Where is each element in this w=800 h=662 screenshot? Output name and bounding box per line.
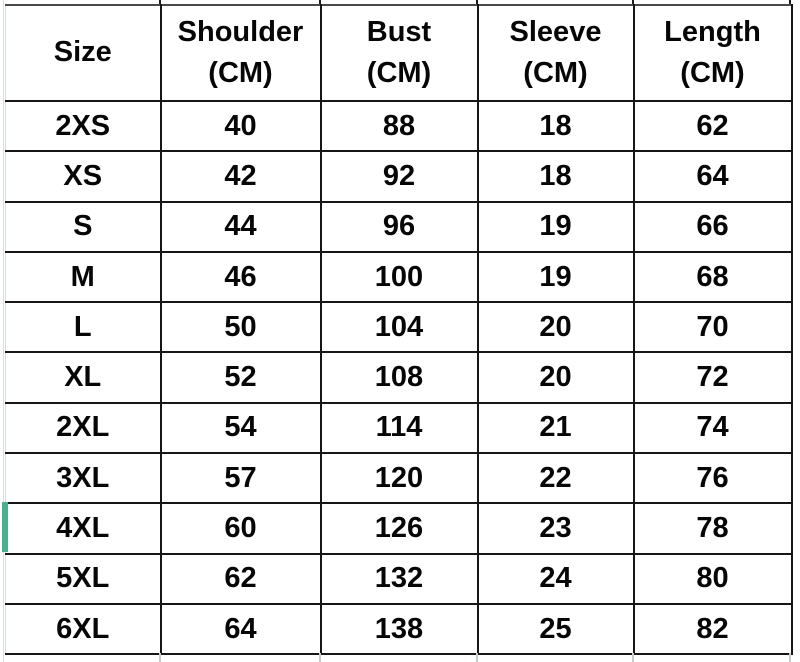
value-cell: 66: [632, 200, 793, 253]
value-cell: 120: [319, 452, 479, 505]
value-cell: 57: [159, 452, 322, 505]
sheet-left-gridline: [3, 0, 4, 662]
gridline-stub: [476, 653, 478, 662]
gridline-stub: [319, 653, 321, 662]
column-header-sleeve: Sleeve (CM): [476, 4, 635, 102]
value-cell: 108: [319, 351, 479, 404]
value-cell: 50: [159, 301, 322, 354]
value-cell: 62: [159, 552, 322, 605]
value-cell: 74: [632, 401, 793, 455]
table-row-xl: XL 52 108 20 72: [5, 351, 793, 404]
value-cell: 126: [319, 502, 479, 555]
value-cell: 64: [159, 602, 322, 656]
selection-highlight: [2, 502, 8, 552]
table-row-2xl: 2XL 54 114 21 74: [5, 401, 793, 455]
value-cell: 132: [319, 552, 479, 605]
gridline-stub: [632, 653, 634, 662]
table-row-6xl: 6XL 64 138 25 82: [5, 602, 793, 656]
value-cell: 70: [632, 301, 793, 354]
size-cell: XS: [5, 150, 162, 203]
gridline-stub: [319, 0, 321, 4]
table-row-m: M 46 100 19 68: [5, 250, 793, 304]
value-cell: 22: [476, 452, 635, 505]
size-cell: L: [5, 301, 162, 354]
value-cell: 44: [159, 200, 322, 253]
table-row-4xl: 4XL 60 126 23 78: [5, 502, 793, 555]
size-chart-table: Size Shoulder (CM) Bust (CM) Sleeve (CM) Length…: [5, 4, 793, 656]
size-cell: M: [5, 250, 162, 304]
value-cell: 20: [476, 301, 635, 354]
value-cell: 104: [319, 301, 479, 354]
gridline-stub: [159, 653, 161, 662]
value-cell: 82: [632, 602, 793, 656]
value-cell: 46: [159, 250, 322, 304]
value-cell: 92: [319, 150, 479, 203]
table-body: 2XS 40 88 18 62 XS 42 92 18 64 S 44 96 19 66 M 46 100 19 68…: [5, 99, 793, 656]
value-cell: 64: [632, 150, 793, 203]
value-cell: 62: [632, 99, 793, 153]
table-row-3xl: 3XL 57 120 22 76: [5, 452, 793, 505]
value-cell: 25: [476, 602, 635, 656]
gridline-stub: [632, 0, 634, 4]
size-cell: 4XL: [5, 502, 162, 555]
value-cell: 72: [632, 351, 793, 404]
value-cell: 96: [319, 200, 479, 253]
table-row-2xs: 2XS 40 88 18 62: [5, 99, 793, 153]
value-cell: 19: [476, 200, 635, 253]
value-cell: 19: [476, 250, 635, 304]
size-cell: 2XL: [5, 401, 162, 455]
size-cell: 3XL: [5, 452, 162, 505]
value-cell: 21: [476, 401, 635, 455]
value-cell: 23: [476, 502, 635, 555]
table-row-xs: XS 42 92 18 64: [5, 150, 793, 203]
gridline-stub: [789, 653, 791, 662]
header-row: Size Shoulder (CM) Bust (CM) Sleeve (CM) Length…: [5, 4, 793, 102]
gridline-stub: [789, 0, 791, 4]
size-cell: 5XL: [5, 552, 162, 605]
column-header-length: Length (CM): [632, 4, 793, 102]
size-cell: 2XS: [5, 99, 162, 153]
value-cell: 80: [632, 552, 793, 605]
gridline-stub: [159, 0, 161, 4]
value-cell: 138: [319, 602, 479, 656]
table-row-5xl: 5XL 62 132 24 80: [5, 552, 793, 605]
value-cell: 40: [159, 99, 322, 153]
size-cell: 6XL: [5, 602, 162, 656]
value-cell: 78: [632, 502, 793, 555]
table-row-s: S 44 96 19 66: [5, 200, 793, 253]
column-header-shoulder: Shoulder (CM): [159, 4, 322, 102]
value-cell: 68: [632, 250, 793, 304]
value-cell: 18: [476, 150, 635, 203]
value-cell: 76: [632, 452, 793, 505]
value-cell: 52: [159, 351, 322, 404]
size-cell: S: [5, 200, 162, 253]
value-cell: 18: [476, 99, 635, 153]
value-cell: 100: [319, 250, 479, 304]
size-cell: XL: [5, 351, 162, 404]
column-header-bust: Bust (CM): [319, 4, 479, 102]
value-cell: 88: [319, 99, 479, 153]
table-row-l: L 50 104 20 70: [5, 301, 793, 354]
value-cell: 60: [159, 502, 322, 555]
value-cell: 42: [159, 150, 322, 203]
gridline-stub: [476, 0, 478, 4]
column-header-size: Size: [5, 4, 162, 102]
value-cell: 20: [476, 351, 635, 404]
value-cell: 114: [319, 401, 479, 455]
value-cell: 24: [476, 552, 635, 605]
value-cell: 54: [159, 401, 322, 455]
